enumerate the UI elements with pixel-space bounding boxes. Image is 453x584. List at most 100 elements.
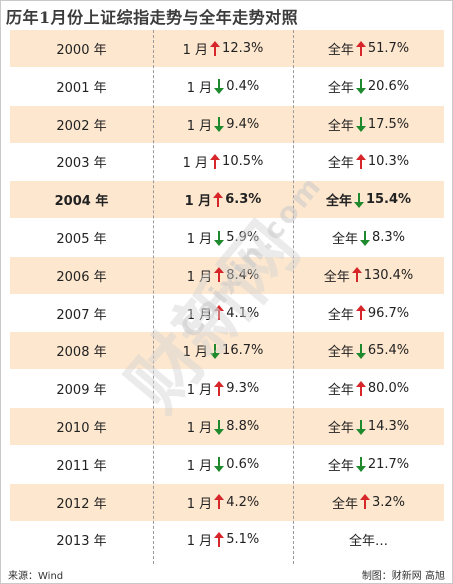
year-cell: 2013 年	[56, 534, 107, 550]
full-year-change-cell: 全年…	[293, 521, 444, 558]
january-label: 1 月	[182, 345, 209, 361]
january-change-cell: 1 月 9.3%	[153, 370, 293, 407]
full-year-change-cell: 全年 17.5%	[293, 106, 444, 143]
january-value: 8.8%	[226, 419, 260, 434]
arrow-up-icon	[355, 380, 366, 397]
january-label: 1 月	[186, 269, 213, 285]
table-row: 2001 年 1 月 0.4% 全年 20.6%	[10, 67, 444, 105]
january-label: 1 月	[186, 383, 213, 399]
table-row: 2007 年 1 月 4.1% 全年 96.7%	[10, 294, 444, 332]
arrow-down-icon	[214, 116, 225, 133]
full-year-value: 8.3%	[371, 230, 406, 245]
full-year-value: 80.0%	[367, 381, 410, 397]
full-year-label: 全年	[331, 496, 358, 512]
arrow-up-icon	[210, 153, 221, 170]
full-year-value: 21.7%	[367, 456, 410, 472]
arrow-up-icon	[355, 40, 366, 57]
arrow-up-icon	[355, 153, 366, 170]
full-year-value: 51.7%	[367, 41, 410, 56]
full-year-label: 全年	[327, 458, 354, 474]
full-year-change-cell: 全年 96.7%	[293, 295, 444, 332]
table-row: 2005 年 1 月 5.9% 全年 8.3%	[10, 219, 444, 256]
january-label: 1 月	[186, 458, 213, 474]
year-cell: 2007 年	[56, 307, 107, 323]
year-cell: 2003 年	[56, 156, 107, 172]
full-year-value: 3.2%	[371, 494, 406, 510]
full-year-change-cell: 全年 3.2%	[293, 484, 444, 521]
full-year-label: 全年	[327, 345, 354, 361]
arrow-up-icon	[214, 267, 225, 283]
january-label: 1 月	[184, 194, 212, 210]
full-year-label: 全年	[323, 269, 350, 285]
january-label: 1 月	[182, 156, 209, 172]
arrow-down-icon	[214, 78, 225, 95]
january-value: 6.3%	[225, 192, 262, 208]
credit-note: 制图：财新网 高旭	[361, 571, 445, 582]
full-year-value: 96.7%	[367, 305, 410, 321]
table-row: 2009 年 1 月 9.3% 全年 80.0%	[10, 370, 444, 408]
january-change-cell: 1 月 16.7%	[153, 332, 293, 369]
arrow-up-icon	[359, 494, 370, 510]
january-label: 1 月	[186, 118, 213, 134]
full-year-label: 全年	[327, 421, 354, 436]
data-table: 2000 年 1 月 12.3% 全年 51.7% 2001 年 1 月 0.4% 全年 20.6…	[10, 30, 444, 564]
full-year-change-cell: 全年 14.3%	[293, 408, 444, 445]
january-value: 4.2%	[226, 494, 260, 510]
full-year-label: 全年	[327, 43, 354, 58]
january-value: 5.9%	[226, 230, 260, 245]
january-change-cell: 1 月 6.3%	[153, 181, 293, 218]
january-label: 1 月	[186, 232, 213, 247]
year-cell: 2002 年	[56, 118, 107, 134]
january-value: 9.3%	[226, 381, 260, 397]
chart-title: 历年1月份上证综指走势与全年走势对照	[6, 8, 299, 27]
arrow-up-icon	[351, 267, 362, 283]
arrow-down-icon	[355, 419, 366, 435]
arrow-down-icon	[355, 116, 366, 133]
arrow-down-icon	[355, 343, 366, 359]
year-cell: 2000 年	[56, 43, 107, 58]
arrow-down-icon	[359, 230, 370, 246]
year-cell: 2009 年	[56, 383, 107, 399]
arrow-up-icon	[210, 40, 221, 57]
arrow-up-icon	[213, 191, 224, 208]
source-note: 来源：Wind	[8, 571, 64, 582]
full-year-change-cell: 全年 21.7%	[293, 446, 444, 483]
january-label: 1 月	[186, 307, 213, 323]
table-row: 2004 年 1 月 6.3% 全年 15.4%	[10, 181, 444, 219]
year-cell: 2001 年	[56, 80, 107, 96]
year-cell: 2004 年	[54, 194, 109, 210]
table-row: 2013 年 1 月 5.1% 全年…	[10, 521, 444, 559]
arrow-up-icon	[214, 380, 225, 397]
year-cell: 2006 年	[56, 269, 107, 285]
year-cell: 2008 年	[56, 345, 107, 361]
year-cell: 2011 年	[56, 458, 107, 474]
january-value: 12.3%	[222, 41, 264, 56]
full-year-label: 全年…	[348, 534, 388, 550]
full-year-change-cell: 全年 8.3%	[293, 219, 444, 256]
full-year-value: 14.3%	[367, 419, 410, 434]
january-value: 8.4%	[226, 267, 260, 283]
full-year-value: 20.6%	[367, 78, 410, 94]
january-label: 1 月	[186, 496, 213, 512]
full-year-value: 10.3%	[367, 154, 410, 170]
full-year-value: 65.4%	[367, 343, 410, 359]
table-row: 2011 年 1 月 0.6% 全年 21.7%	[10, 445, 444, 483]
arrow-down-icon	[353, 192, 364, 208]
january-label: 1 月	[182, 43, 209, 58]
arrow-down-icon	[355, 78, 366, 95]
full-year-label: 全年	[327, 383, 354, 399]
january-value: 0.6%	[226, 456, 260, 472]
arrow-down-icon	[214, 230, 225, 246]
arrow-up-icon	[355, 305, 366, 321]
table-row: 2010 年 1 月 8.8% 全年 14.3%	[10, 408, 444, 445]
full-year-change-cell: 全年 51.7%	[293, 30, 444, 67]
table-row: 2008 年 1 月 16.7% 全年 65.4%	[10, 332, 444, 370]
full-year-change-cell: 全年 80.0%	[293, 370, 444, 407]
january-change-cell: 1 月 10.5%	[153, 143, 293, 180]
january-value: 4.1%	[226, 305, 260, 321]
full-year-change-cell: 全年 20.6%	[293, 68, 444, 105]
january-change-cell: 1 月 5.1%	[153, 521, 293, 558]
january-label: 1 月	[186, 80, 213, 96]
arrow-down-icon	[210, 343, 221, 359]
year-cell: 2010 年	[56, 421, 107, 436]
